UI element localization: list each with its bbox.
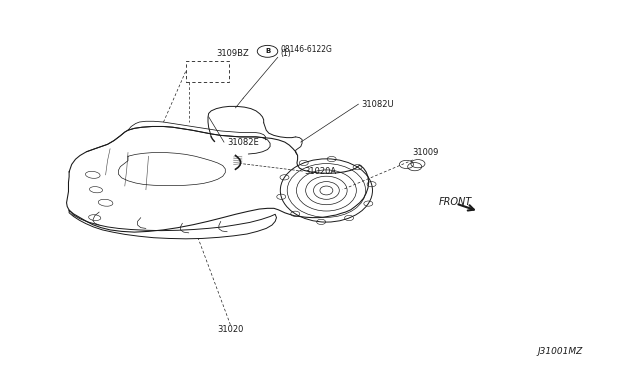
Text: 08146-6122G: 08146-6122G — [280, 45, 332, 54]
Text: B: B — [265, 48, 270, 54]
Text: 31020A: 31020A — [304, 167, 336, 176]
Bar — [186, 61, 229, 82]
Text: (1): (1) — [280, 49, 291, 58]
Text: FRONT: FRONT — [438, 197, 472, 206]
Text: 31020: 31020 — [217, 325, 244, 334]
Text: J31001MZ: J31001MZ — [538, 347, 582, 356]
Text: 31009: 31009 — [412, 148, 439, 157]
Text: 3109BZ: 3109BZ — [216, 49, 249, 58]
Text: 31082U: 31082U — [362, 100, 394, 109]
Text: 31082E: 31082E — [227, 138, 259, 147]
